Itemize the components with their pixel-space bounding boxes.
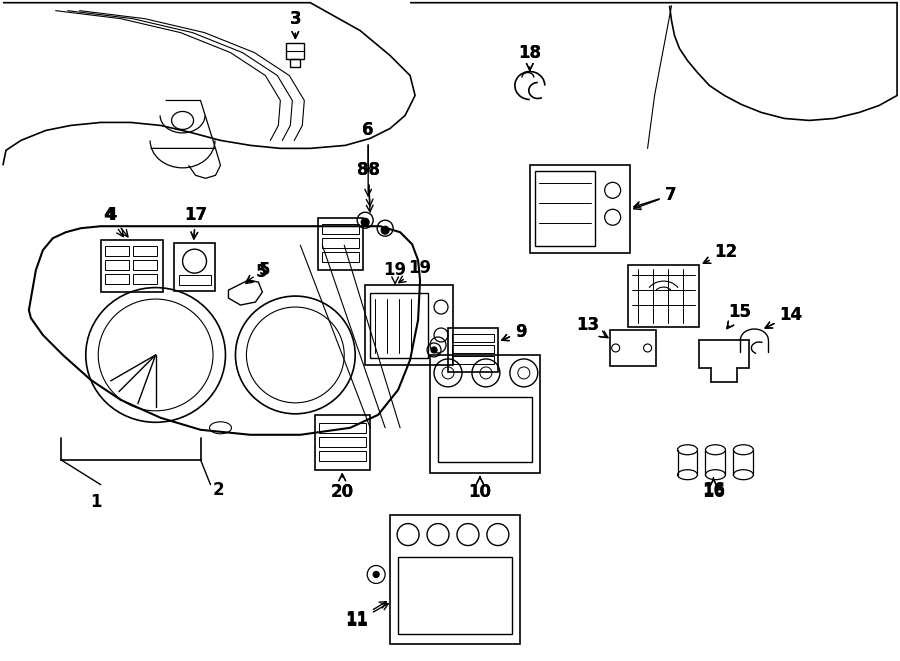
Text: 9: 9 [502, 323, 526, 341]
Bar [452, 345, 494, 353]
Text: 10: 10 [468, 477, 491, 500]
Text: 6: 6 [363, 122, 374, 196]
Text: 88: 88 [356, 161, 380, 206]
Text: 13: 13 [577, 316, 606, 338]
Text: 88: 88 [356, 161, 380, 212]
Text: 5: 5 [246, 263, 267, 284]
Text: 20: 20 [330, 474, 354, 500]
Text: 4: 4 [105, 206, 128, 237]
Bar [452, 334, 494, 342]
Text: 19: 19 [383, 261, 407, 285]
Circle shape [361, 218, 369, 226]
Bar [132, 274, 157, 284]
Bar [320, 423, 366, 433]
Text: 17: 17 [184, 206, 207, 239]
Bar [438, 397, 532, 462]
Text: 15: 15 [727, 303, 751, 329]
Bar [365, 285, 453, 365]
Text: 7: 7 [634, 186, 676, 208]
Bar [104, 246, 129, 256]
Bar [104, 274, 129, 284]
Text: 1: 1 [90, 492, 102, 511]
Bar [448, 328, 498, 372]
Text: 20: 20 [330, 474, 354, 500]
Text: 16: 16 [702, 479, 724, 500]
Text: 9: 9 [502, 323, 526, 341]
Bar [320, 437, 366, 447]
Text: 12: 12 [704, 243, 738, 263]
Bar [286, 42, 304, 59]
Bar [452, 356, 494, 364]
Bar [390, 515, 520, 644]
Bar [291, 59, 301, 67]
Bar [178, 275, 211, 285]
Text: 3: 3 [290, 10, 302, 38]
Text: 10: 10 [468, 477, 491, 500]
Bar [319, 218, 364, 270]
Bar [530, 165, 630, 253]
Bar [132, 260, 157, 270]
Text: 14: 14 [765, 306, 803, 328]
Bar [322, 252, 359, 262]
Bar [535, 171, 595, 246]
Text: 6: 6 [363, 122, 374, 171]
Text: 7: 7 [634, 186, 676, 210]
Circle shape [374, 572, 379, 578]
Text: 18: 18 [518, 44, 541, 70]
Circle shape [381, 226, 389, 234]
Text: 3: 3 [290, 10, 302, 38]
Bar [315, 415, 370, 470]
Text: 15: 15 [727, 303, 751, 329]
Text: 5: 5 [246, 261, 270, 282]
Text: 16: 16 [702, 478, 724, 498]
Bar [370, 293, 428, 358]
Bar [322, 238, 359, 248]
Text: 4: 4 [103, 206, 123, 237]
Bar [627, 265, 699, 327]
Text: 19: 19 [399, 259, 432, 283]
Text: 14: 14 [765, 306, 803, 328]
Circle shape [431, 347, 437, 353]
Bar [104, 260, 129, 270]
Text: 12: 12 [704, 243, 738, 263]
Bar [322, 224, 359, 234]
Bar [101, 240, 163, 292]
Bar [430, 355, 540, 473]
Bar [132, 246, 157, 256]
Text: 17: 17 [184, 206, 207, 239]
Text: 2: 2 [212, 481, 224, 498]
Text: 13: 13 [577, 316, 608, 338]
Bar [320, 451, 366, 461]
Bar [398, 557, 512, 635]
Bar [174, 243, 215, 291]
Text: 11: 11 [346, 603, 388, 631]
Text: 18: 18 [518, 44, 541, 70]
Text: 11: 11 [346, 602, 386, 629]
Bar [609, 330, 655, 366]
